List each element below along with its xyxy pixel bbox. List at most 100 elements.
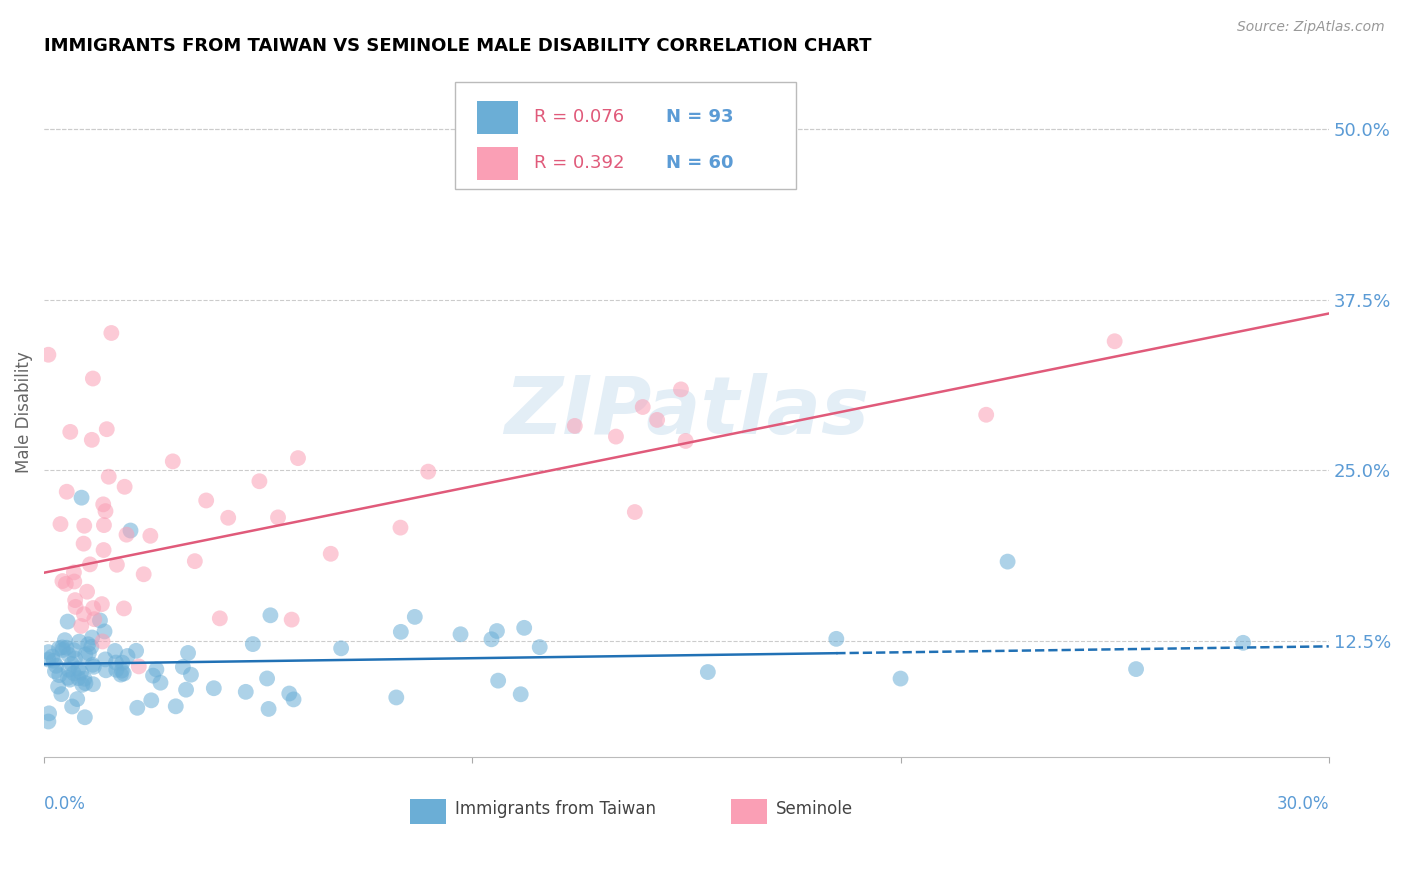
Point [142, 668, 165, 682]
Point [70, 665, 93, 680]
Point [76, 584, 98, 599]
Point [63, 593, 86, 607]
Point [45, 658, 67, 673]
Point [89, 614, 111, 628]
Text: R = 0.392: R = 0.392 [533, 154, 624, 172]
Point [172, 660, 194, 674]
Point [283, 692, 305, 706]
Point [174, 682, 197, 697]
Point [890, 672, 912, 686]
Point [77, 646, 100, 660]
Point [184, 554, 207, 568]
Point [56, 671, 79, 685]
Point [132, 567, 155, 582]
Point [80, 433, 103, 447]
Point [1232, 636, 1254, 650]
Point [100, 326, 122, 340]
Point [41, 649, 63, 664]
Point [96, 422, 118, 436]
Point [94, 504, 117, 518]
Point [97, 469, 120, 483]
Point [77, 637, 100, 651]
Point [120, 524, 142, 538]
Point [1104, 334, 1126, 349]
Point [675, 434, 697, 448]
Point [60, 657, 83, 671]
Point [696, 665, 718, 679]
Text: ZIPatlas: ZIPatlas [503, 374, 869, 451]
Point [73, 672, 96, 686]
Point [180, 667, 202, 681]
Point [105, 663, 128, 677]
Point [82, 371, 104, 385]
Point [165, 699, 187, 714]
Point [73, 710, 96, 724]
Point [110, 667, 132, 681]
Point [46, 680, 69, 694]
Point [418, 465, 440, 479]
Point [177, 646, 200, 660]
Text: N = 93: N = 93 [666, 108, 734, 126]
Point [195, 493, 218, 508]
Point [105, 558, 128, 572]
Point [37, 645, 59, 659]
Point [385, 690, 408, 705]
Point [330, 641, 353, 656]
Text: 30.0%: 30.0% [1277, 795, 1329, 813]
Point [280, 613, 302, 627]
Point [37, 348, 59, 362]
Point [56, 615, 79, 629]
Point [70, 491, 93, 505]
Point [141, 693, 163, 707]
Point [94, 652, 117, 666]
Point [38, 706, 60, 721]
Point [63, 566, 86, 580]
Point [93, 624, 115, 639]
Point [631, 400, 654, 414]
Point [65, 599, 87, 614]
Point [67, 661, 90, 675]
Point [52, 643, 75, 657]
Point [513, 621, 536, 635]
Point [82, 631, 104, 645]
Y-axis label: Male Disability: Male Disability [15, 351, 32, 474]
Point [82, 601, 104, 615]
Point [63, 643, 86, 657]
Point [111, 656, 134, 670]
Point [63, 651, 86, 665]
Point [42, 654, 65, 668]
Text: R = 0.076: R = 0.076 [533, 108, 624, 126]
Point [94, 663, 117, 677]
FancyBboxPatch shape [456, 82, 796, 188]
Point [55, 484, 77, 499]
Point [37, 714, 59, 729]
Point [90, 597, 112, 611]
Point [249, 475, 271, 489]
Point [485, 624, 508, 638]
FancyBboxPatch shape [411, 799, 446, 823]
Point [529, 640, 551, 654]
Point [73, 607, 96, 622]
Text: Seminole: Seminole [776, 799, 853, 818]
Point [1125, 662, 1147, 676]
Point [208, 611, 231, 625]
Point [235, 685, 257, 699]
Point [389, 624, 412, 639]
Point [624, 505, 647, 519]
Point [112, 666, 135, 681]
Point [67, 671, 90, 685]
Point [70, 619, 93, 633]
Point [149, 675, 172, 690]
Point [145, 663, 167, 677]
Point [67, 634, 90, 648]
Point [669, 383, 692, 397]
Point [825, 632, 848, 646]
Point [53, 633, 76, 648]
Point [128, 659, 150, 673]
Point [48, 668, 70, 682]
Point [256, 672, 278, 686]
Point [125, 644, 148, 658]
Point [75, 648, 97, 662]
Point [115, 527, 138, 541]
Point [93, 518, 115, 533]
